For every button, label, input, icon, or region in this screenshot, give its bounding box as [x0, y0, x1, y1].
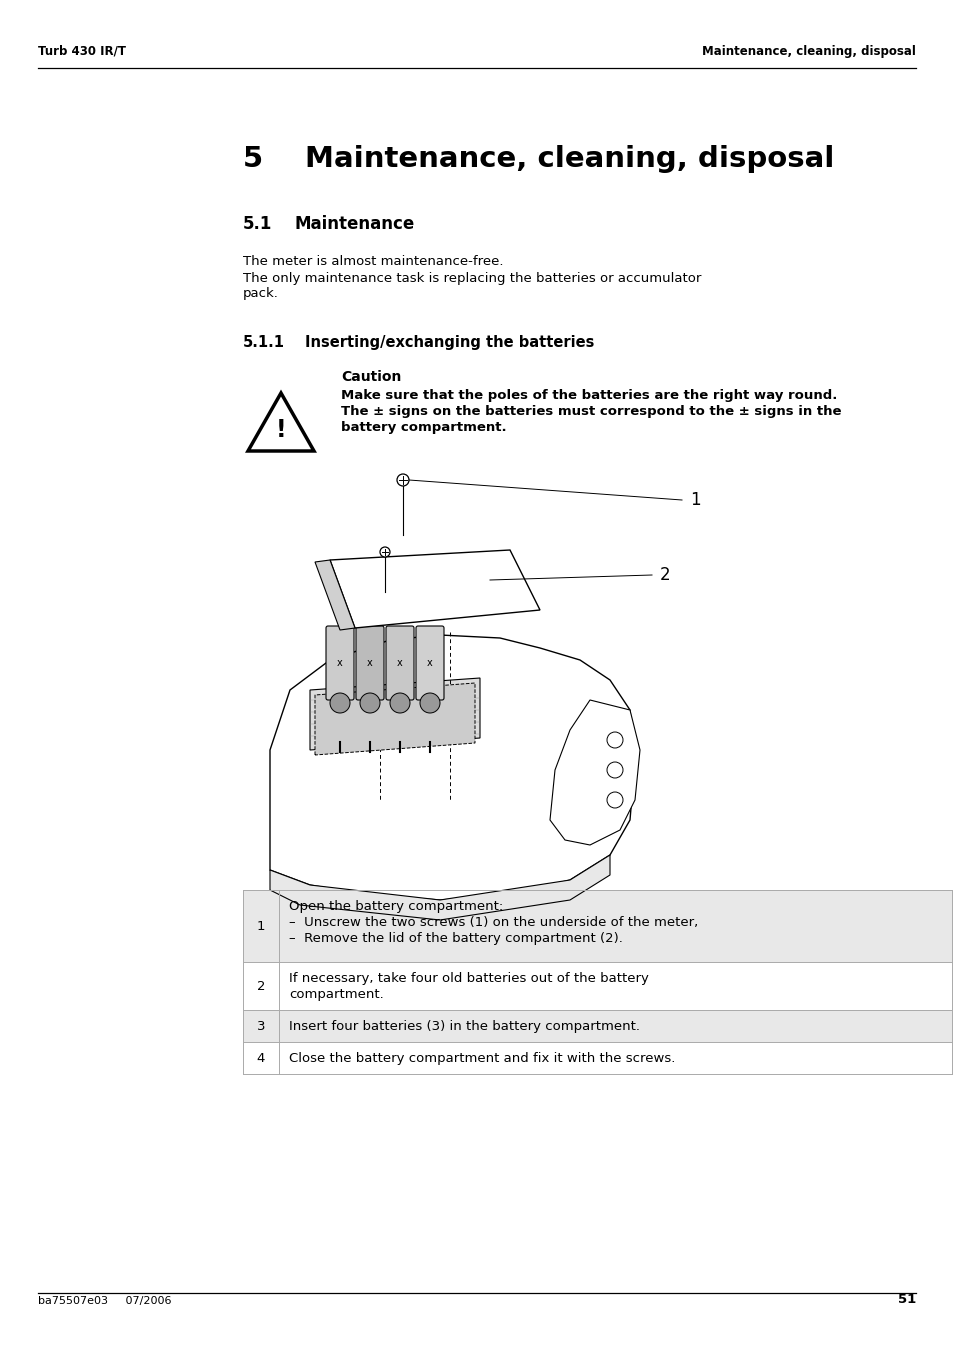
Text: 5.1.1: 5.1.1 — [243, 335, 285, 350]
FancyBboxPatch shape — [243, 1011, 951, 1042]
Text: The ± signs on the batteries must correspond to the ± signs in the: The ± signs on the batteries must corres… — [340, 405, 841, 417]
Text: x: x — [396, 658, 402, 667]
Text: Insert four batteries (3) in the battery compartment.: Insert four batteries (3) in the battery… — [289, 1020, 639, 1034]
Text: Maintenance: Maintenance — [294, 215, 415, 232]
Text: 51: 51 — [897, 1293, 915, 1306]
Circle shape — [379, 547, 390, 557]
Text: ba75507e03     07/2006: ba75507e03 07/2006 — [38, 1296, 172, 1306]
Text: 4: 4 — [256, 1051, 265, 1065]
Text: –  Unscrew the two screws (1) on the underside of the meter,: – Unscrew the two screws (1) on the unde… — [289, 916, 698, 929]
Polygon shape — [310, 678, 479, 750]
Polygon shape — [270, 855, 609, 920]
Circle shape — [396, 474, 409, 486]
Text: Caution: Caution — [340, 370, 401, 384]
FancyBboxPatch shape — [326, 626, 354, 700]
Text: Turb 430 IR/T: Turb 430 IR/T — [38, 45, 126, 58]
FancyBboxPatch shape — [355, 626, 384, 700]
Text: 1: 1 — [689, 490, 700, 509]
Polygon shape — [550, 700, 639, 844]
Circle shape — [390, 693, 410, 713]
Text: The only maintenance task is replacing the batteries or accumulator
pack.: The only maintenance task is replacing t… — [243, 272, 700, 300]
Polygon shape — [330, 550, 539, 628]
FancyBboxPatch shape — [243, 890, 951, 962]
FancyBboxPatch shape — [416, 626, 443, 700]
Text: Make sure that the poles of the batteries are the right way round.: Make sure that the poles of the batterie… — [340, 389, 837, 403]
Text: !: ! — [275, 417, 286, 442]
Text: The meter is almost maintenance-free.: The meter is almost maintenance-free. — [243, 255, 503, 267]
Text: Open the battery compartment:: Open the battery compartment: — [289, 900, 503, 913]
Circle shape — [606, 792, 622, 808]
FancyBboxPatch shape — [386, 626, 414, 700]
Polygon shape — [314, 684, 475, 755]
Text: Maintenance, cleaning, disposal: Maintenance, cleaning, disposal — [701, 45, 915, 58]
Text: x: x — [367, 658, 373, 667]
Text: If necessary, take four old batteries out of the battery: If necessary, take four old batteries ou… — [289, 971, 648, 985]
Polygon shape — [314, 561, 355, 630]
Text: 1: 1 — [256, 920, 265, 932]
Polygon shape — [270, 635, 635, 900]
Text: –  Remove the lid of the battery compartment (2).: – Remove the lid of the battery compartm… — [289, 932, 622, 944]
Text: compartment.: compartment. — [289, 988, 383, 1001]
Circle shape — [419, 693, 439, 713]
Text: 2: 2 — [659, 566, 670, 584]
Circle shape — [330, 693, 350, 713]
Text: Maintenance, cleaning, disposal: Maintenance, cleaning, disposal — [305, 145, 834, 173]
Text: battery compartment.: battery compartment. — [340, 422, 506, 434]
Text: 5.1: 5.1 — [243, 215, 273, 232]
Circle shape — [359, 693, 379, 713]
Text: x: x — [427, 658, 433, 667]
Text: Close the battery compartment and fix it with the screws.: Close the battery compartment and fix it… — [289, 1052, 675, 1065]
Text: Inserting/exchanging the batteries: Inserting/exchanging the batteries — [305, 335, 594, 350]
Text: x: x — [336, 658, 342, 667]
Text: 5: 5 — [243, 145, 263, 173]
Circle shape — [606, 732, 622, 748]
Text: 3: 3 — [256, 1020, 265, 1032]
Circle shape — [606, 762, 622, 778]
Text: 2: 2 — [256, 979, 265, 993]
